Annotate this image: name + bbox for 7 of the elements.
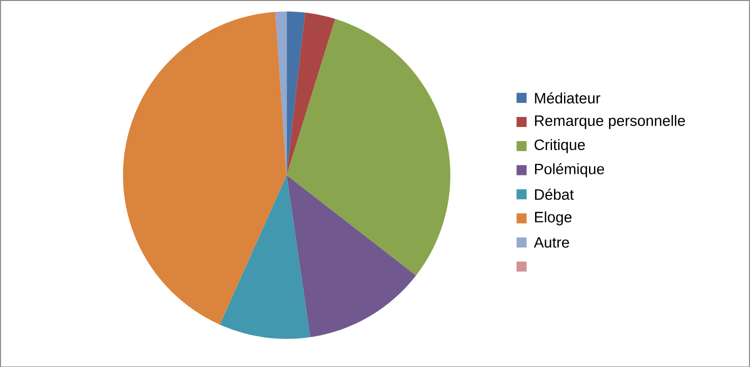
legend-label: Autre [534, 237, 570, 248]
legend-label: Eloge [535, 211, 572, 226]
legend-label: Polémique [535, 162, 604, 178]
legend-label: Médiateur [535, 92, 600, 104]
legend-label: Débat [535, 188, 574, 200]
legend-label: Remarque personnelle [535, 114, 685, 129]
legend-label: Critique [534, 138, 585, 153]
